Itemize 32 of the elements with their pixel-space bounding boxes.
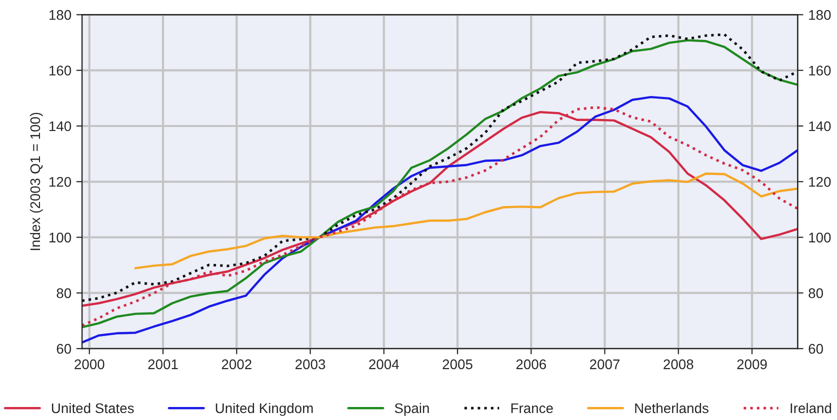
y2-tick-label: 180 [809, 10, 831, 20]
x-tick-label: 2009 [737, 359, 767, 370]
x-tick-label: 2006 [516, 359, 546, 370]
legend-label: Ireland [790, 402, 832, 414]
legend-label: France [511, 403, 553, 414]
y-tick-label: 160 [50, 66, 72, 76]
line-series [134, 172, 798, 270]
legend-label: Netherlands [635, 402, 708, 414]
x-tick-label: 2001 [148, 359, 178, 370]
y2-tick-label: 140 [809, 121, 831, 132]
legend-label: Spain [394, 402, 429, 416]
y-tick-label: 120 [50, 176, 72, 187]
x-tick-label: 2004 [369, 359, 399, 370]
x-tick-label: 2003 [296, 359, 326, 370]
y-tick-label: 60 [56, 344, 72, 354]
x-tick-label: 2000 [74, 359, 104, 370]
y2-tick-label: 100 [809, 232, 831, 242]
y-tick-label: 140 [50, 121, 72, 132]
y-tick-label: 180 [50, 10, 72, 20]
y-tick-label: 100 [50, 232, 72, 242]
y-tick-label: 80 [56, 288, 72, 298]
x-tick-label: 2007 [590, 359, 620, 370]
x-tick-label: 2005 [442, 359, 472, 370]
legend-label: United Kingdom [216, 402, 313, 416]
x-tick-label: 2008 [664, 359, 694, 370]
y2-tick-label: 60 [808, 344, 823, 354]
y2-tick-label: 160 [809, 66, 831, 76]
x-tick-label: 2002 [222, 359, 252, 370]
legend-label: United States [52, 402, 134, 414]
y2-tick-label: 120 [809, 176, 831, 187]
y2-tick-label: 80 [808, 288, 823, 298]
y-axis-title: Index (2003 Q1 = 100) [30, 112, 43, 250]
